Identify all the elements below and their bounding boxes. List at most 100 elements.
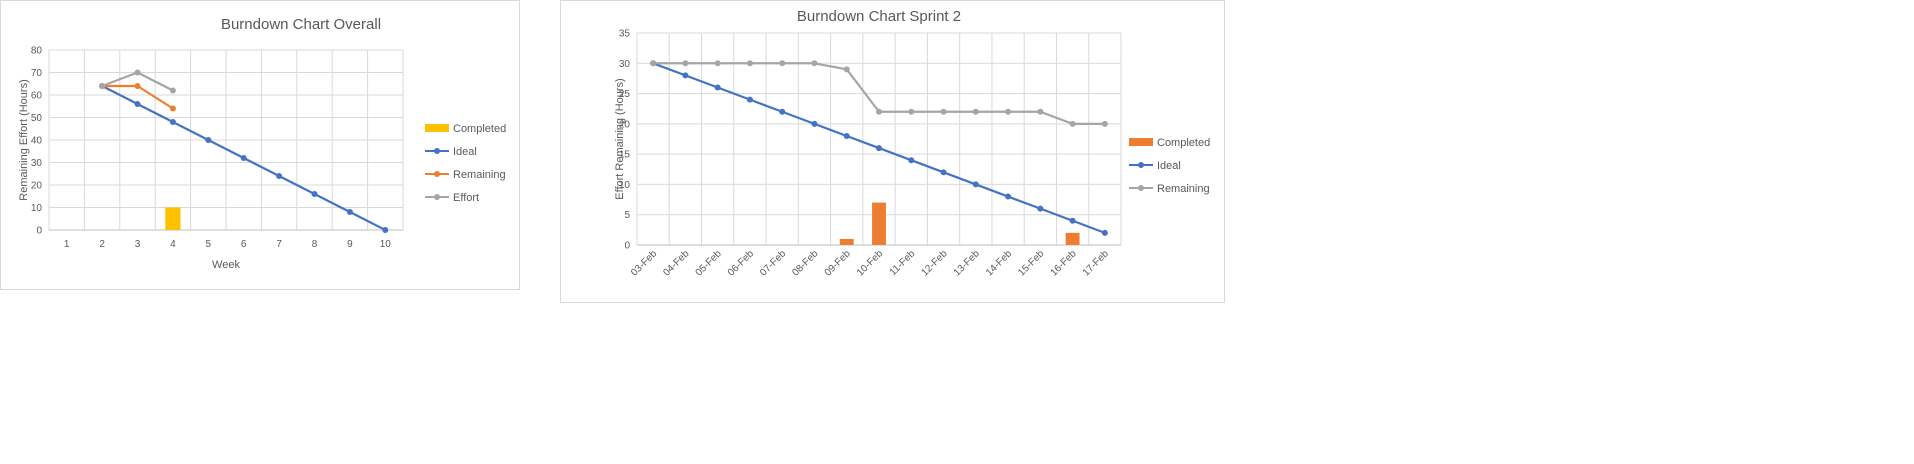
x-tick-label: 9 [347,239,353,250]
x-tick-label: 8 [312,239,318,250]
y-tick-label: 60 [31,91,43,102]
x-tick-label: 16-Feb [1049,248,1079,278]
legend-marker-ideal [434,148,440,154]
point-ideal [811,120,818,127]
x-axis-title: Week [212,259,240,271]
legend-label-ideal: Ideal [1157,160,1181,172]
y-tick-label: 10 [31,203,43,214]
point-ideal [311,191,318,197]
y-tick-label: 80 [31,46,43,57]
point-remaining [169,105,176,112]
y-axis-title: Remaining Effort (Hours) [18,79,30,200]
legend-label-remaining: Remaining [1157,183,1210,195]
point-remaining [1069,120,1076,127]
bar-completed [872,202,886,245]
x-tick-label: 11-Feb [888,248,918,278]
point-ideal [1005,193,1012,200]
point-ideal [714,84,721,91]
x-tick-label: 12-Feb [919,248,949,278]
x-tick-label: 15-Feb [1016,248,1046,278]
x-tick-label: 14-Feb [984,248,1014,278]
legend-label-remaining: Remaining [453,169,506,181]
point-ideal [240,155,247,161]
point-remaining [779,60,786,67]
x-tick-label: 2 [99,239,105,250]
x-tick-label: 7 [276,239,282,250]
y-tick-label: 0 [624,241,630,252]
point-ideal [1069,217,1076,224]
x-tick-label: 07-Feb [758,248,788,278]
point-ideal [205,137,212,143]
point-ideal [746,96,753,103]
y-tick-label: 25 [619,89,631,100]
point-ideal [346,209,353,215]
chart-sprint-2: Burndown Chart Sprint 2 0 5 10 15 20 25 30 35 03-… [560,0,1225,303]
y-tick-label: 35 [619,29,631,40]
y-axis-title: Effort Remaining (Hours) [614,78,626,199]
legend-label-completed: Completed [1157,137,1210,149]
legend-swatch-completed [425,124,449,132]
x-tick-label: 6 [241,239,247,250]
point-ideal [134,101,141,107]
y-tick-label: 0 [36,226,42,237]
chart-overall: Burndown Chart Overall 0 10 20 30 40 50 60 70 80 1… [0,0,520,290]
legend-label-effort: Effort [453,192,479,204]
x-tick-label: 4 [170,239,176,250]
y-tick-label: 30 [619,59,631,70]
point-remaining [908,108,915,115]
x-tick-label: 13-Feb [952,248,982,278]
legend-marker-remaining [434,171,440,177]
x-tick-label: 10-Feb [855,248,885,278]
bar-completed [1065,232,1080,245]
point-remaining [811,60,818,67]
point-effort [169,87,176,94]
x-tick-label: 05-Feb [694,248,724,278]
point-effort [134,69,141,76]
x-tick-label: 5 [206,239,212,250]
legend-label-completed: Completed [453,123,506,135]
point-effort [99,83,106,89]
x-tick-label: 03-Feb [629,248,659,278]
y-tick-label: 15 [619,150,631,161]
chart-sprint-2-svg: Burndown Chart Sprint 2 0 5 10 15 20 25 30 35 03-… [614,8,1210,279]
point-ideal [1101,229,1108,236]
x-tick-label: 1 [64,239,70,250]
y-tick-label: 50 [31,113,43,124]
point-ideal [779,108,786,115]
x-tick-label: 10 [380,239,392,250]
point-ideal [1037,205,1044,212]
point-remaining [972,108,979,115]
x-tick-label: 06-Feb [726,248,756,278]
point-remaining [134,83,141,89]
point-remaining [682,60,689,67]
point-remaining [746,60,753,67]
point-ideal [972,181,979,188]
y-tick-label: 30 [31,158,43,169]
point-remaining [876,108,882,115]
legend-label-ideal: Ideal [453,146,477,158]
legend-marker-effort [434,194,440,200]
x-tick-label: 08-Feb [790,248,820,278]
chart-title: Burndown Chart Sprint 2 [797,8,961,25]
x-tick-label: 17-Feb [1081,248,1111,278]
point-remaining [1037,108,1044,115]
y-tick-label: 20 [619,119,631,130]
y-tick-label: 10 [619,180,631,191]
point-ideal [169,119,176,125]
chart-overall-svg: Burndown Chart Overall 0 10 20 30 40 50 60 70 80 1… [18,16,506,271]
point-ideal [876,145,882,152]
x-tick-label: 09-Feb [823,248,853,278]
y-tick-label: 5 [624,210,630,221]
chart-title: Burndown Chart Overall [221,16,381,33]
point-remaining [940,108,947,115]
y-tick-label: 40 [31,136,43,147]
point-ideal [276,173,283,179]
legend-swatch-completed [1129,138,1153,146]
point-ideal [843,132,850,139]
point-remaining [1101,120,1108,127]
legend-marker-ideal [1138,162,1144,168]
x-tick-label: 04-Feb [661,248,691,278]
y-tick-label: 70 [31,68,43,79]
bar-completed [165,207,181,230]
x-tick-label: 3 [135,239,141,250]
